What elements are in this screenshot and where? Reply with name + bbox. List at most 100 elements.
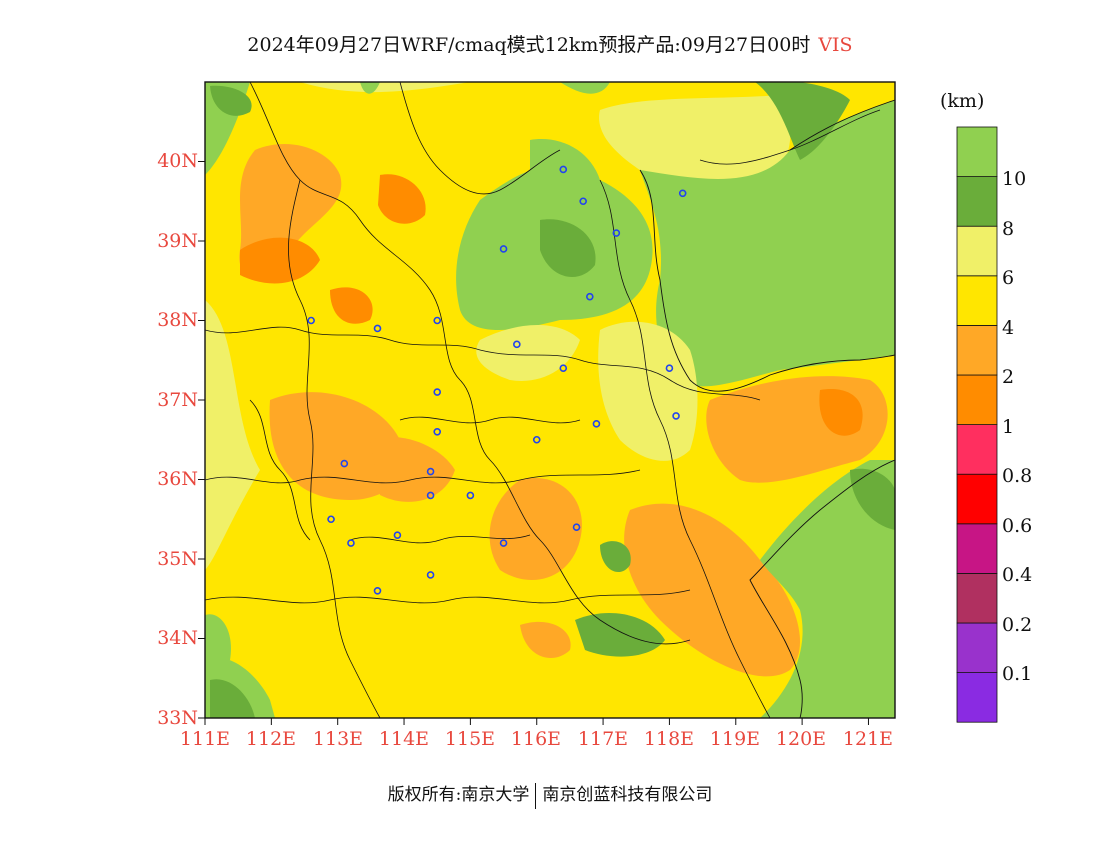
station-marker (499, 245, 508, 253)
colorbar-label: 0.4 (1002, 564, 1033, 586)
hebei-light-band (476, 325, 580, 381)
station-marker (373, 586, 382, 595)
boundary-line-8 (399, 82, 561, 195)
station-marker (307, 316, 315, 325)
central-dark-orange (378, 174, 426, 224)
station-marker (559, 165, 568, 174)
axis-ticks (198, 161, 869, 725)
lon-tick-label: 112E (245, 728, 297, 750)
station-marker (579, 197, 587, 206)
colorbar-label: 8 (1002, 218, 1015, 240)
central-orange-2 (370, 436, 455, 502)
lat-tick-label: 40N (157, 150, 198, 172)
station-marker (433, 316, 442, 325)
colorbar-label: 2 (1002, 366, 1015, 388)
station-markers (307, 165, 687, 595)
sw-dark-green (210, 679, 255, 718)
jinan-region-orange (269, 392, 407, 500)
lon-tick-label: 114E (378, 728, 430, 750)
colorbar-label: 6 (1002, 267, 1015, 289)
shandong-dark-orange (819, 389, 863, 436)
liaodong-coast (789, 99, 895, 151)
boundary-line-4 (205, 469, 641, 484)
copyright-footer: 版权所有:南京大学 南京创蓝科技有限公司 (0, 780, 1100, 809)
colorbar-swatch (956, 573, 998, 624)
copyright-right: 南京创蓝科技有限公司 (542, 785, 713, 805)
station-marker (433, 427, 442, 436)
colorbar-swatch (956, 324, 998, 376)
lat-tick-label: 37N (157, 389, 198, 411)
station-marker (513, 340, 521, 349)
nw-dark-green (210, 85, 252, 116)
colorbar-swatch (956, 126, 998, 177)
station-marker (433, 388, 442, 396)
station-marker (572, 523, 581, 532)
boundary-line-7 (599, 179, 771, 718)
boundary-line-5 (205, 589, 691, 604)
colorbar (956, 126, 998, 723)
station-marker (499, 539, 508, 547)
variable-label: VIS (818, 34, 853, 56)
station-marker (426, 467, 435, 476)
colorbar-swatch (956, 622, 998, 673)
station-marker (426, 491, 435, 500)
north-green-patch-2 (560, 82, 610, 94)
colorbar-swatch (956, 672, 998, 723)
lat-tick-label: 39N (157, 230, 198, 252)
province-boundaries (205, 82, 881, 718)
station-marker (678, 189, 687, 198)
visibility-fill-layer (205, 82, 895, 718)
lon-tick-label: 115E (444, 728, 496, 750)
station-marker (665, 364, 674, 373)
south-small-orange (520, 621, 571, 658)
south-dark-green (575, 612, 665, 657)
south-orange (489, 478, 582, 580)
bohai-sea-green (640, 100, 895, 387)
colorbar-swatch (956, 225, 998, 277)
lat-tick-label: 36N (157, 468, 198, 490)
copyright-left: 版权所有:南京大学 (387, 785, 530, 805)
lon-tick-label: 113E (312, 728, 364, 750)
boundary-line-1 (249, 82, 691, 645)
lon-tick-label: 121E (842, 728, 894, 750)
jiangsu-orange (624, 503, 800, 677)
boundary-line-3 (205, 326, 481, 351)
lon-tick-label: 116E (510, 728, 562, 750)
colorbar-label: 0.2 (1002, 614, 1033, 636)
boundary-line-6 (479, 349, 761, 401)
map-title: 2024年09月27日WRF/cmaq模式12km预报产品:09月27日00时 V… (0, 30, 1100, 57)
colorbar-swatch (956, 523, 998, 574)
station-marker (672, 412, 680, 420)
hebei-dark-green (540, 219, 596, 277)
station-marker (532, 435, 541, 444)
boundary-line-2 (288, 179, 381, 718)
boundary-line-10 (349, 534, 531, 544)
station-marker (586, 292, 594, 301)
station-marker (466, 491, 475, 500)
shandong-light-band (598, 321, 698, 461)
station-marker (393, 531, 402, 539)
lon-tick-label: 117E (577, 728, 629, 750)
west-light-band (205, 300, 260, 570)
north-green-patch (360, 82, 380, 94)
lat-tick-label: 35N (157, 548, 198, 570)
station-marker (340, 459, 349, 468)
north-light-band (300, 82, 470, 93)
lat-tick-label: 33N (157, 707, 198, 729)
colorbar-swatch (956, 473, 998, 525)
lon-tick-label: 118E (643, 728, 695, 750)
colorbar-swatch (956, 374, 998, 425)
station-marker (327, 515, 335, 524)
beijing-light-band (599, 95, 791, 194)
taiyuan-dark-orange (330, 287, 373, 324)
title-text: 2024年09月27日WRF/cmaq模式12km预报产品:09月27日00时 (247, 34, 811, 56)
lat-tick-label: 38N (157, 309, 198, 331)
yellow-sea-coast (749, 459, 895, 718)
colorbar-label: 10 (1002, 168, 1027, 190)
north-green-lobe (530, 139, 600, 189)
colorbar-swatch (956, 275, 998, 326)
boundary-line-9 (399, 416, 581, 424)
shanxi-dark-orange (240, 237, 320, 284)
west-green-strip (205, 614, 231, 670)
